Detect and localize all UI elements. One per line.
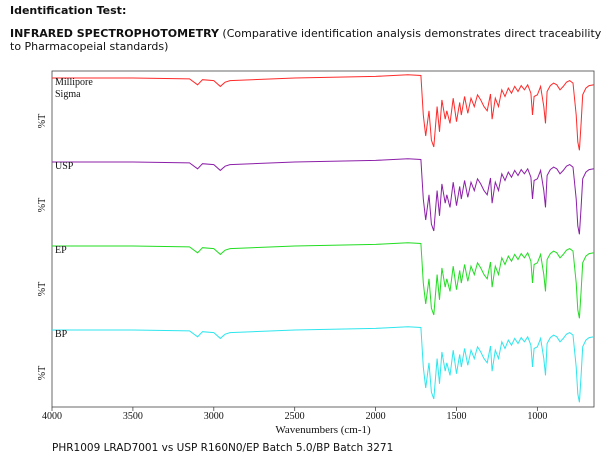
technique-title: INFRARED SPECTROPHOTOMETRY bbox=[10, 27, 219, 40]
x-axis: 4000 3500 3000 2500 2000 1500 1000 bbox=[42, 407, 547, 422]
y-axis-label: %T bbox=[37, 114, 48, 128]
x-tick-label: 4000 bbox=[42, 411, 62, 422]
x-axis-title: Wavenumbers (cm-1) bbox=[275, 424, 371, 436]
spectrum-line-millipore bbox=[52, 74, 595, 151]
x-tick-label: 1500 bbox=[446, 411, 466, 422]
x-tick-label: 2500 bbox=[285, 411, 305, 422]
series-label: Sigma bbox=[55, 89, 81, 100]
y-axis-label: %T bbox=[37, 366, 48, 380]
ir-spectra-chart: 4000 3500 3000 2500 2000 1500 1000 MilliporeSi… bbox=[37, 70, 595, 436]
y-axis-label: %T bbox=[37, 282, 48, 296]
section-heading: Identification Test: bbox=[10, 4, 127, 17]
series-label: Millipore bbox=[55, 77, 93, 88]
spectrum-line-ep bbox=[52, 242, 595, 319]
series-label: BP bbox=[55, 329, 68, 340]
technique-note: (Comparative identification analysis dem… bbox=[10, 27, 602, 53]
x-tick-label: 1000 bbox=[527, 411, 547, 422]
x-tick-label: 3000 bbox=[204, 411, 224, 422]
chart-caption: PHR1009 LRAD7001 vs USP R160N0/EP Batch … bbox=[52, 442, 394, 454]
x-tick-label: 3500 bbox=[123, 411, 143, 422]
spectra-group bbox=[52, 74, 595, 403]
spectrum-line-usp bbox=[52, 158, 595, 235]
y-axis-label: %T bbox=[37, 198, 48, 212]
technique-description: INFRARED SPECTROPHOTOMETRY (Comparative … bbox=[10, 27, 608, 53]
plot-frame bbox=[51, 70, 595, 408]
x-tick-label: 2000 bbox=[366, 411, 386, 422]
spectrum-line-bp bbox=[52, 326, 595, 403]
series-label: USP bbox=[55, 161, 74, 172]
series-label: EP bbox=[55, 245, 67, 256]
